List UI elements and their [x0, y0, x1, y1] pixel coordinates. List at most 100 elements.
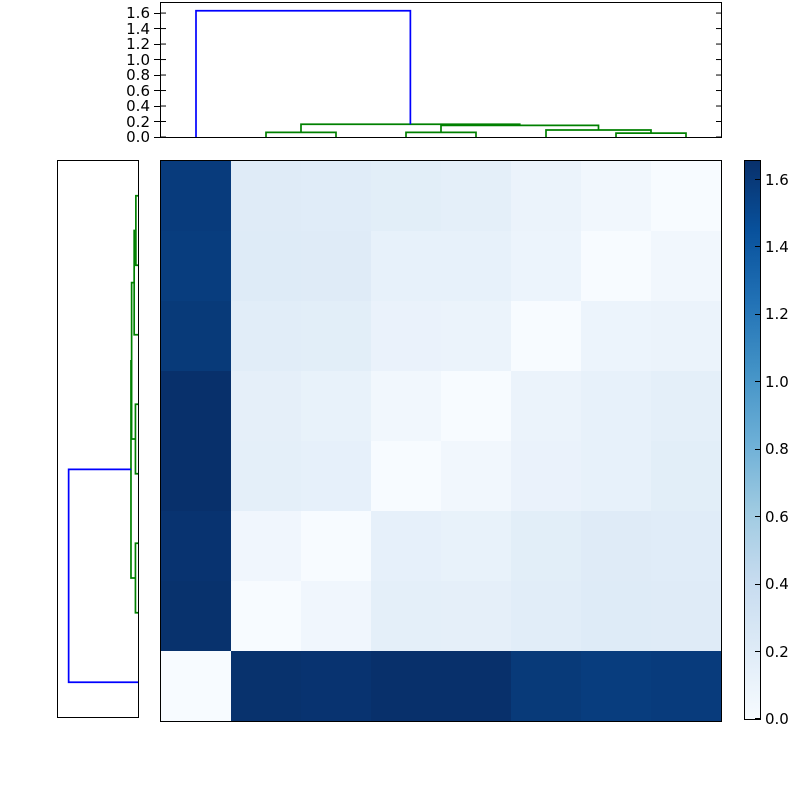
- left-dendrogram-plot: [67, 194, 138, 684]
- top-axis-tick-outer: [154, 12, 160, 14]
- top-axis-tick-outer: [154, 105, 160, 107]
- left-dendrogram-panel: [57, 160, 139, 718]
- heatmap-cell: [301, 371, 371, 441]
- heatmap-cell: [581, 441, 651, 511]
- heatmap-cell: [441, 651, 511, 721]
- heatmap-cell: [581, 581, 651, 651]
- heatmap-cell: [161, 511, 231, 581]
- heatmap-cell: [441, 441, 511, 511]
- heatmap-matrix: [160, 160, 722, 722]
- colorbar-tick-label: 0.2: [765, 642, 789, 661]
- heatmap-cell: [161, 581, 231, 651]
- heatmap-cell: [441, 231, 511, 301]
- heatmap-cell: [651, 161, 721, 231]
- heatmap-cell: [581, 161, 651, 231]
- colorbar-tick-label: 0.4: [765, 575, 789, 594]
- heatmap-cell: [161, 441, 231, 511]
- heatmap-cell: [301, 231, 371, 301]
- colorbar-tick-label: 0.8: [765, 440, 789, 459]
- heatmap-cell: [581, 511, 651, 581]
- colorbar-tick-label: 1.4: [765, 237, 789, 256]
- top-axis-tick-label: 0.8: [126, 66, 150, 85]
- top-axis-tick-label: 0.2: [126, 112, 150, 131]
- heatmap-cell: [581, 371, 651, 441]
- heatmap-cell: [371, 231, 441, 301]
- top-axis-tick-label: 0.0: [126, 128, 150, 146]
- heatmap-cell: [441, 161, 511, 231]
- colorbar-tick: [755, 516, 760, 518]
- colorbar-tick-label: 1.6: [765, 170, 789, 189]
- heatmap-cell: [511, 301, 581, 371]
- colorbar-tick: [755, 718, 760, 719]
- heatmap-cell: [301, 581, 371, 651]
- heatmap-cell: [161, 231, 231, 301]
- colorbar-tick: [755, 246, 760, 248]
- heatmap-cell: [161, 651, 231, 721]
- heatmap-cell: [371, 161, 441, 231]
- heatmap-cell: [441, 371, 511, 441]
- colorbar-tick: [755, 313, 760, 315]
- top-axis-tick-label: 1.4: [126, 19, 150, 38]
- heatmap-cell: [651, 581, 721, 651]
- top-dendrogram-plot: [161, 9, 721, 137]
- top-axis-tick-label: 0.4: [126, 97, 150, 116]
- heatmap-cell: [511, 651, 581, 721]
- top-axis-tick-outer: [154, 28, 160, 30]
- top-axis-tick-outer: [154, 74, 160, 76]
- dendrogram-cluster-link: [134, 403, 138, 475]
- dendrogram-cluster-link: [615, 132, 687, 137]
- dendrogram-root-link: [195, 9, 412, 137]
- heatmap-cell: [511, 371, 581, 441]
- heatmap-cell: [581, 651, 651, 721]
- heatmap-cell: [511, 581, 581, 651]
- colorbar-tick: [755, 381, 760, 383]
- heatmap-cell: [371, 511, 441, 581]
- dendrogram-cluster-link: [440, 124, 600, 133]
- heatmap-cell: [161, 161, 231, 231]
- heatmap-cell: [231, 161, 301, 231]
- colorbar-tick: [755, 179, 760, 181]
- colorbar-tick: [755, 448, 760, 450]
- top-dendrogram-panel: [160, 2, 722, 138]
- heatmap-cell: [231, 441, 301, 511]
- heatmap-cell: [161, 371, 231, 441]
- heatmap-cell: [301, 511, 371, 581]
- top-axis-tick-label: 1.0: [126, 50, 150, 69]
- top-axis-tick-outer: [154, 121, 160, 122]
- heatmap-cell: [301, 651, 371, 721]
- dendrogram-cluster-link: [300, 123, 521, 133]
- top-axis-tick-label: 0.6: [126, 81, 150, 100]
- heatmap-cell: [231, 511, 301, 581]
- heatmap-cell: [371, 371, 441, 441]
- heatmap-cell: [231, 231, 301, 301]
- top-axis-tick-label: 1.2: [126, 35, 150, 54]
- colorbar-tick: [755, 651, 760, 653]
- top-axis-tick-outer: [154, 90, 160, 92]
- heatmap-cell: [301, 441, 371, 511]
- colorbar-tick: [755, 583, 760, 585]
- heatmap-cell: [651, 371, 721, 441]
- heatmap-cell: [651, 651, 721, 721]
- heatmap-cell: [161, 301, 231, 371]
- colorbar-tick-label: 0.6: [765, 507, 789, 526]
- heatmap-cell: [511, 441, 581, 511]
- top-axis-tick-outer: [154, 43, 160, 45]
- heatmap-cell: [441, 511, 511, 581]
- heatmap-cell: [371, 301, 441, 371]
- heatmap-cell: [441, 301, 511, 371]
- heatmap-cell: [231, 651, 301, 721]
- heatmap-cell: [371, 581, 441, 651]
- heatmap-cell: [511, 231, 581, 301]
- heatmap-cell: [231, 301, 301, 371]
- dendrogram-cluster-link: [405, 131, 477, 137]
- heatmap-cell: [581, 301, 651, 371]
- top-axis-tick-outer: [154, 136, 160, 138]
- colorbar-tick-label: 1.2: [765, 305, 789, 324]
- heatmap-cell: [651, 301, 721, 371]
- heatmap-cell: [301, 301, 371, 371]
- dendrogram-root-link: [67, 468, 138, 684]
- heatmap-cell: [651, 441, 721, 511]
- heatmap-cell: [651, 231, 721, 301]
- colorbar: [744, 160, 761, 720]
